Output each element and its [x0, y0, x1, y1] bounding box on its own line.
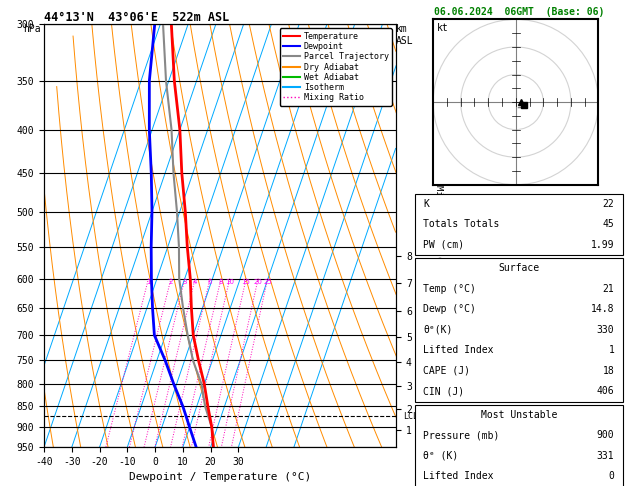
Text: kt: kt: [437, 23, 448, 33]
Legend: Temperature, Dewpoint, Parcel Trajectory, Dry Adiabat, Wet Adiabat, Isotherm, Mi: Temperature, Dewpoint, Parcel Trajectory…: [280, 29, 392, 105]
Text: 0: 0: [608, 471, 615, 481]
Bar: [415, 194, 623, 255]
Text: 1: 1: [608, 346, 615, 355]
Bar: [415, 405, 623, 486]
Text: Dewp (°C): Dewp (°C): [423, 304, 476, 314]
Text: 18: 18: [603, 366, 615, 376]
Text: Lifted Index: Lifted Index: [423, 471, 494, 481]
X-axis label: Dewpoint / Temperature (°C): Dewpoint / Temperature (°C): [129, 472, 311, 483]
Text: 900: 900: [597, 431, 615, 440]
Text: θᵉ(K): θᵉ(K): [423, 325, 453, 335]
Text: 10: 10: [225, 278, 234, 285]
Text: 406: 406: [597, 386, 615, 397]
Text: K: K: [423, 199, 430, 209]
Text: LCL: LCL: [403, 412, 418, 420]
Text: 21: 21: [603, 284, 615, 294]
Text: Most Unstable: Most Unstable: [481, 410, 557, 420]
Text: 8: 8: [219, 278, 223, 285]
Bar: [415, 258, 623, 401]
Text: Temp (°C): Temp (°C): [423, 284, 476, 294]
Text: km
ASL: km ASL: [396, 24, 414, 46]
Text: CAPE (J): CAPE (J): [423, 366, 470, 376]
Text: Mixing Ratio (g/kg): Mixing Ratio (g/kg): [434, 185, 443, 287]
Text: PW (cm): PW (cm): [423, 240, 465, 250]
Text: 22: 22: [603, 199, 615, 209]
Text: θᵉ (K): θᵉ (K): [423, 451, 459, 461]
Text: 331: 331: [597, 451, 615, 461]
Text: 20: 20: [253, 278, 262, 285]
Text: CIN (J): CIN (J): [423, 386, 465, 397]
Text: 1: 1: [146, 278, 151, 285]
Text: 45: 45: [603, 220, 615, 229]
Text: Totals Totals: Totals Totals: [423, 220, 500, 229]
Text: 25: 25: [264, 278, 272, 285]
Text: 2: 2: [169, 278, 173, 285]
Text: Pressure (mb): Pressure (mb): [423, 431, 500, 440]
Text: 3: 3: [182, 278, 187, 285]
Text: 14.8: 14.8: [591, 304, 615, 314]
Text: hPa: hPa: [23, 24, 40, 35]
Text: 15: 15: [242, 278, 250, 285]
Text: 4: 4: [193, 278, 198, 285]
Text: Surface: Surface: [498, 263, 540, 274]
Text: 330: 330: [597, 325, 615, 335]
Text: 1.99: 1.99: [591, 240, 615, 250]
Text: 06.06.2024  06GMT  (Base: 06): 06.06.2024 06GMT (Base: 06): [434, 7, 604, 17]
Text: 6: 6: [208, 278, 213, 285]
Text: 44°13'N  43°06'E  522m ASL: 44°13'N 43°06'E 522m ASL: [44, 11, 230, 24]
Text: Lifted Index: Lifted Index: [423, 346, 494, 355]
